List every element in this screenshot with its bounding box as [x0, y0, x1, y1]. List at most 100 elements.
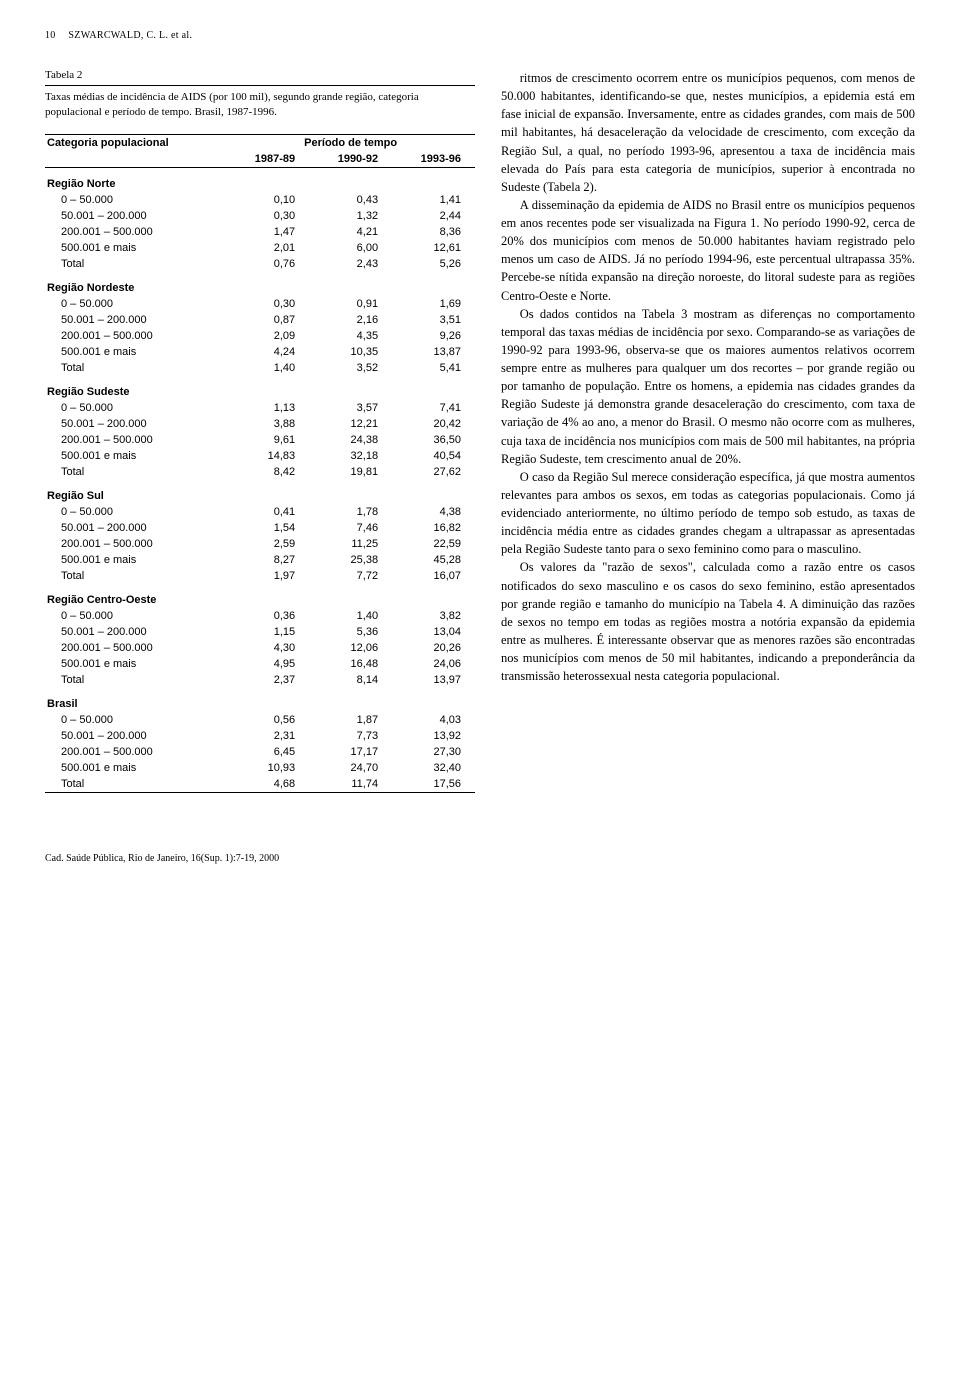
data-cell: 3,57 [309, 400, 392, 416]
data-cell: 3,82 [392, 608, 475, 624]
data-cell: 12,06 [309, 640, 392, 656]
data-cell: 14,83 [226, 448, 309, 464]
col-header-p2: 1990-92 [309, 151, 392, 168]
paragraph: Os dados contidos na Tabela 3 mostram as… [501, 305, 915, 468]
data-cell: 8,14 [309, 672, 392, 688]
data-cell: 1,41 [392, 192, 475, 208]
data-cell: 2,59 [226, 536, 309, 552]
data-cell: 10,93 [226, 760, 309, 776]
data-cell: 0,41 [226, 504, 309, 520]
category-label: 50.001 – 200.000 [45, 520, 226, 536]
data-cell: 10,35 [309, 344, 392, 360]
data-cell: 4,68 [226, 776, 309, 793]
data-cell: 2,16 [309, 312, 392, 328]
table-caption: Taxas médias de incidência de AIDS (por … [45, 85, 475, 120]
data-cell: 7,73 [309, 728, 392, 744]
data-cell: 2,43 [309, 256, 392, 272]
category-label: 0 – 50.000 [45, 504, 226, 520]
data-cell: 4,30 [226, 640, 309, 656]
data-cell: 5,36 [309, 624, 392, 640]
data-cell: 36,50 [392, 432, 475, 448]
data-cell: 19,81 [309, 464, 392, 480]
data-cell: 24,06 [392, 656, 475, 672]
data-cell: 0,76 [226, 256, 309, 272]
category-label: 500.001 e mais [45, 760, 226, 776]
category-label: 50.001 – 200.000 [45, 728, 226, 744]
data-cell: 40,54 [392, 448, 475, 464]
data-cell: 0,30 [226, 296, 309, 312]
data-cell: 11,74 [309, 776, 392, 793]
data-cell: 45,28 [392, 552, 475, 568]
body-text: ritmos de crescimento ocorrem entre os m… [501, 69, 915, 793]
data-cell: 0,30 [226, 208, 309, 224]
data-cell: 5,41 [392, 360, 475, 376]
category-label: 0 – 50.000 [45, 608, 226, 624]
data-cell: 17,17 [309, 744, 392, 760]
data-cell: 27,62 [392, 464, 475, 480]
running-title: SZWARCWALD, C. L. et al. [68, 30, 192, 41]
data-cell: 6,00 [309, 240, 392, 256]
paragraph: O caso da Região Sul merece consideração… [501, 468, 915, 559]
data-cell: 13,04 [392, 624, 475, 640]
region-header: Região Centro-Oeste [45, 584, 475, 608]
data-cell: 16,07 [392, 568, 475, 584]
data-cell: 0,36 [226, 608, 309, 624]
data-cell: 13,97 [392, 672, 475, 688]
data-cell: 2,31 [226, 728, 309, 744]
category-label: 500.001 e mais [45, 552, 226, 568]
region-header: Região Norte [45, 167, 475, 192]
data-cell: 0,87 [226, 312, 309, 328]
category-label: 500.001 e mais [45, 656, 226, 672]
data-cell: 1,87 [309, 712, 392, 728]
category-label: 500.001 e mais [45, 344, 226, 360]
category-label: 200.001 – 500.000 [45, 744, 226, 760]
table-label: Tabela 2 [45, 69, 475, 81]
category-label: 0 – 50.000 [45, 296, 226, 312]
data-cell: 9,26 [392, 328, 475, 344]
col-header-category: Categoria populacional [45, 134, 226, 167]
data-cell: 17,56 [392, 776, 475, 793]
category-label: 50.001 – 200.000 [45, 312, 226, 328]
data-cell: 7,41 [392, 400, 475, 416]
category-label: 500.001 e mais [45, 448, 226, 464]
region-header: Região Sudeste [45, 376, 475, 400]
data-cell: 4,95 [226, 656, 309, 672]
data-cell: 1,40 [226, 360, 309, 376]
data-cell: 12,21 [309, 416, 392, 432]
data-cell: 8,36 [392, 224, 475, 240]
col-header-p1: 1987-89 [226, 151, 309, 168]
category-label: 200.001 – 500.000 [45, 224, 226, 240]
category-label: Total [45, 256, 226, 272]
data-cell: 2,01 [226, 240, 309, 256]
category-label: 200.001 – 500.000 [45, 536, 226, 552]
data-cell: 25,38 [309, 552, 392, 568]
data-cell: 24,70 [309, 760, 392, 776]
category-label: Total [45, 464, 226, 480]
page-number: 10 [45, 30, 56, 41]
data-cell: 1,13 [226, 400, 309, 416]
data-cell: 16,48 [309, 656, 392, 672]
data-cell: 6,45 [226, 744, 309, 760]
data-cell: 4,21 [309, 224, 392, 240]
data-cell: 1,97 [226, 568, 309, 584]
data-cell: 8,27 [226, 552, 309, 568]
data-cell: 22,59 [392, 536, 475, 552]
data-cell: 3,51 [392, 312, 475, 328]
data-cell: 12,61 [392, 240, 475, 256]
data-cell: 20,42 [392, 416, 475, 432]
data-cell: 13,92 [392, 728, 475, 744]
page-footer: Cad. Saúde Pública, Rio de Janeiro, 16(S… [45, 853, 915, 864]
data-cell: 32,18 [309, 448, 392, 464]
data-cell: 1,54 [226, 520, 309, 536]
data-cell: 1,32 [309, 208, 392, 224]
paragraph: A disseminação da epidemia de AIDS no Br… [501, 196, 915, 305]
category-label: Total [45, 360, 226, 376]
data-table: Categoria populacional Período de tempo … [45, 134, 475, 793]
data-cell: 2,37 [226, 672, 309, 688]
paragraph: ritmos de crescimento ocorrem entre os m… [501, 69, 915, 196]
paragraph: Os valores da "razão de sexos", calculad… [501, 558, 915, 685]
data-cell: 4,38 [392, 504, 475, 520]
data-cell: 20,26 [392, 640, 475, 656]
data-cell: 11,25 [309, 536, 392, 552]
data-cell: 0,56 [226, 712, 309, 728]
